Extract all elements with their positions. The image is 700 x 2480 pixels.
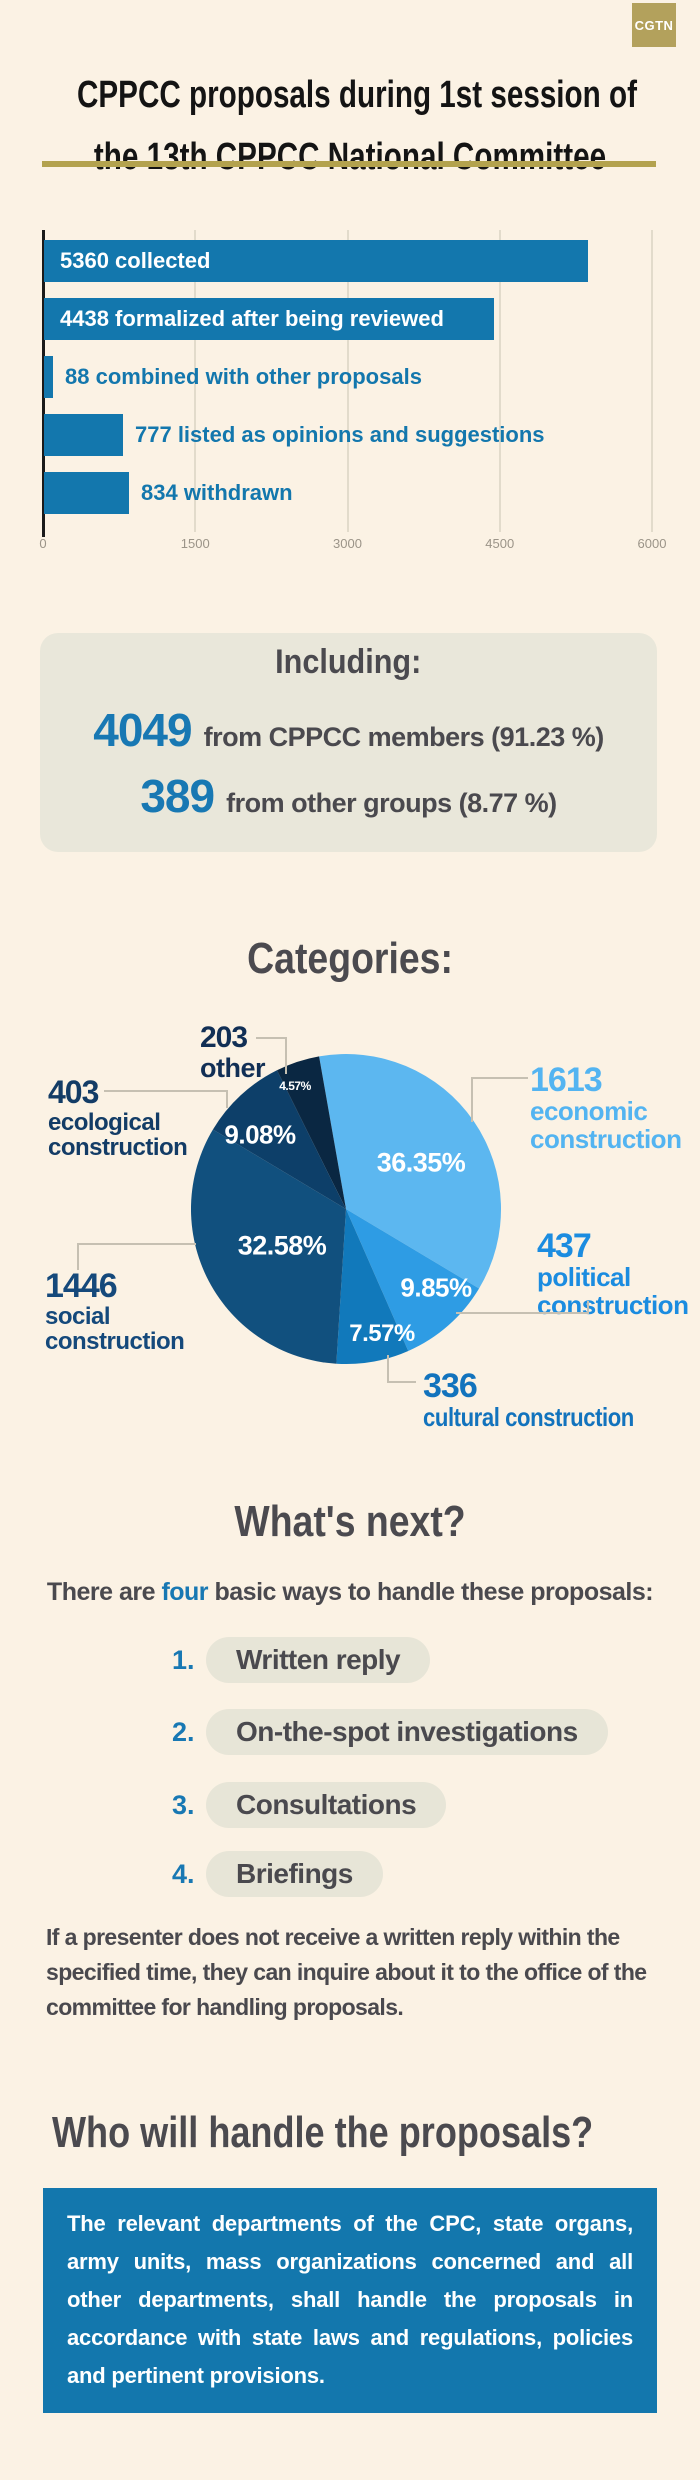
callout-connector (387, 1355, 389, 1383)
cultural-label: cultural construction (423, 1402, 634, 1433)
whats-next-intro: There are four basic ways to handle thes… (46, 1578, 654, 1606)
callout-ecological-construction: 403 ecological construction (48, 1074, 208, 1162)
gridline (498, 230, 501, 532)
political-label: political construction (537, 1262, 689, 1320)
pie-percent-label: 32.58% (237, 1230, 327, 1261)
step-number: 1. (172, 1644, 195, 1675)
social-label: social construction (45, 1303, 185, 1356)
step-item-2: 2. On-the-spot investigations (172, 1709, 608, 1755)
including-box: Including: 4049 from CPPCC members (91.2… (40, 633, 657, 852)
bar-label: 88 combined with other proposals (65, 364, 422, 389)
intro-highlight: four (161, 1578, 209, 1606)
pie-slice-political-construction (346, 1209, 480, 1351)
pie-percent-label: 9.85% (400, 1272, 472, 1303)
step-number: 4. (172, 1858, 195, 1889)
step-pill: Written reply (206, 1637, 431, 1683)
step-item-4: 4. Briefings (172, 1851, 383, 1897)
who-handles-box: The relevant departments of the CPC, sta… (43, 2188, 657, 2413)
axis-tick-label: 3000 (333, 536, 362, 551)
pie-percent-label: 9.08% (224, 1119, 296, 1150)
step-pill: Consultations (206, 1782, 447, 1828)
title-underline (42, 161, 656, 167)
social-value: 1446 (45, 1267, 118, 1305)
callout-political-construction: 437 political construction (537, 1227, 689, 1320)
pie-slice-ecological-construction (212, 1070, 346, 1209)
who-handles-body: The relevant departments of the CPC, sta… (67, 2211, 633, 2388)
pie-percent-label: 36.35% (376, 1147, 466, 1178)
callout-connector (256, 1037, 287, 1039)
bar (44, 472, 129, 514)
callout-connector (471, 1077, 473, 1122)
axis-tick-label: 4500 (485, 536, 515, 551)
callout-connector (226, 1090, 228, 1108)
other-value: 203 (200, 1021, 248, 1054)
pie-percent-label: 7.57% (349, 1320, 415, 1347)
political-value: 437 (537, 1227, 592, 1265)
axis-tick-label: 1500 (180, 536, 210, 551)
bar-label: 4438 formalized after being reviewed (60, 306, 444, 331)
callout-connector (587, 1301, 589, 1314)
callout-connector (77, 1243, 196, 1245)
pie-svg (190, 1053, 502, 1365)
bar-label: 777 listed as opinions and suggestions (135, 422, 545, 447)
step-number: 3. (172, 1789, 195, 1820)
axis-tick-label: 0 (39, 536, 47, 551)
callout-cultural-construction: 336 cultural construction (423, 1368, 683, 1432)
page-title-line2: the 13th CPPCC National Committee (93, 136, 607, 178)
callout-economic-construction: 1613 economic construction (530, 1061, 682, 1154)
bar: 5360 collected (44, 240, 588, 282)
pie-slice-economic-construction (319, 1053, 502, 1289)
categories-pie-chart: 1613 economic construction 437 political… (0, 1010, 700, 1440)
step-item-3: 3. Consultations (172, 1782, 447, 1828)
handling-steps-list: 1. Written reply 2. On-the-spot investigati… (0, 1500, 700, 1920)
bar-label: 834 withdrawn (141, 480, 293, 505)
step-item-1: 1. Written reply (172, 1637, 431, 1683)
pie-slice-other (276, 1056, 346, 1209)
page-title-line1: CPPCC proposals during 1st session of (77, 74, 637, 116)
bar: 4438 formalized after being reviewed (44, 298, 494, 340)
bar-label: 5360 collected (60, 248, 211, 273)
proposals-bar-chart: 0 1500 3000 4500 6000 5360 collected 4438 form… (0, 230, 700, 560)
members-text: from CPPCC members (91.23 %) (203, 722, 605, 752)
including-row-others: 389 from other groups (8.77 %) (40, 769, 657, 823)
economic-label: economic construction (530, 1096, 682, 1154)
pie-slice-cultural-construction (336, 1209, 409, 1365)
ecological-value: 403 (48, 1074, 99, 1110)
who-handles-heading: Who will handle the proposals? (52, 2108, 594, 2157)
categories-heading: Categories: (247, 934, 453, 983)
callout-connector (77, 1243, 79, 1270)
step-pill: Briefings (206, 1851, 383, 1897)
including-row-members: 4049 from CPPCC members (91.23 %) (40, 703, 657, 757)
bar (44, 356, 53, 398)
gridline (651, 230, 653, 532)
cultural-value: 336 (423, 1367, 478, 1405)
callout-connector (387, 1381, 416, 1383)
pie-percent-label: 4.57% (279, 1079, 311, 1093)
callout-connector (471, 1077, 528, 1079)
bar (44, 414, 123, 456)
others-text: from other groups (8.77 %) (226, 788, 557, 818)
whats-next-heading: What's next? (234, 1497, 466, 1546)
callout-connector (285, 1037, 287, 1074)
axis-tick-label: 6000 (637, 536, 667, 551)
pie-slice-social-construction (190, 1129, 346, 1364)
step-pill: On-the-spot investigations (206, 1709, 608, 1755)
step-number: 2. (172, 1716, 195, 1747)
callout-other: 203 other (200, 1022, 310, 1082)
members-count: 4049 (93, 704, 192, 756)
y-axis-line (42, 230, 45, 537)
others-count: 389 (140, 770, 215, 822)
page-title: CPPCC proposals during 1st session of th… (0, 64, 700, 188)
whats-next-note: If a presenter does not receive a writte… (46, 1924, 647, 2020)
callout-social-construction: 1446 social construction (45, 1268, 195, 1355)
callout-connector (456, 1312, 589, 1314)
other-label: other (200, 1052, 266, 1083)
economic-value: 1613 (530, 1061, 603, 1099)
ecological-label: ecological construction (48, 1108, 188, 1162)
gridline (194, 230, 197, 532)
including-heading: Including: (275, 643, 422, 681)
callout-connector (104, 1090, 228, 1092)
cgtn-logo: CGTN (632, 3, 676, 47)
gridline (346, 230, 349, 532)
